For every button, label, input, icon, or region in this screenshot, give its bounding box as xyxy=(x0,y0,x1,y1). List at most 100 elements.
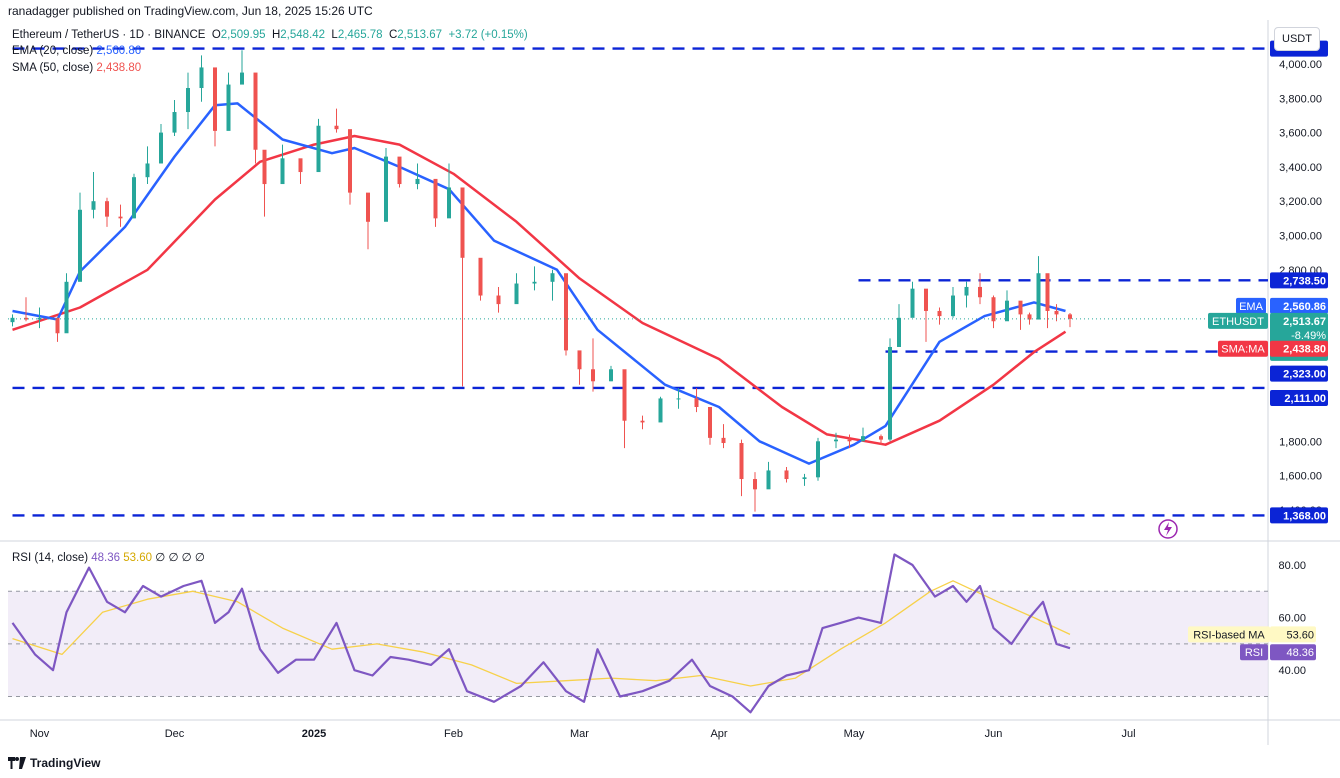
level-1368-tag-value: 1,368.00 xyxy=(1283,510,1326,522)
candle-body xyxy=(1045,273,1050,311)
price-tag-change: -8.49% xyxy=(1291,330,1326,342)
candle-body xyxy=(159,132,163,164)
candle-body xyxy=(766,470,771,490)
candle-body xyxy=(496,295,501,305)
ema-legend-label: EMA (20, close) xyxy=(12,45,94,57)
level-2111-tag-value: 2,111.00 xyxy=(1284,393,1326,405)
open-value: 2,509.95 xyxy=(220,29,266,41)
time-tick-label: Mar xyxy=(570,728,589,740)
candle-body xyxy=(784,470,789,480)
symbol-title: Ethereum / TetherUS · 1D · BINANCE xyxy=(12,29,206,41)
close-value: 2,513.67 xyxy=(397,29,443,41)
candle-body xyxy=(1068,314,1072,319)
symbol-ohlc-legend: Ethereum / TetherUS · 1D · BINANCE O2,50… xyxy=(12,29,528,41)
price-pane xyxy=(0,20,1340,540)
candle-body xyxy=(577,350,582,370)
time-tick-label: Dec xyxy=(165,728,185,740)
lightning-icon xyxy=(1158,519,1178,539)
candle-body xyxy=(622,369,627,421)
high-value: 2,548.42 xyxy=(280,29,326,41)
candle-body xyxy=(298,158,303,173)
candle-body xyxy=(118,216,123,219)
price-tick-label: 3,600.00 xyxy=(1279,128,1322,140)
candle-body xyxy=(658,398,663,423)
sma-legend-value: 2,438.80 xyxy=(96,62,142,74)
candle-body xyxy=(64,281,69,334)
candle-body xyxy=(145,163,150,178)
open-label: O xyxy=(211,29,221,41)
candle-body xyxy=(694,398,699,407)
rsi-ma-tag-box xyxy=(1270,626,1316,643)
candle-body xyxy=(1054,310,1059,315)
rsi-tick-label: 80.00 xyxy=(1278,560,1306,572)
candle-body xyxy=(640,420,645,423)
candle-body xyxy=(1027,314,1032,320)
candle-body xyxy=(186,88,190,113)
candle-body xyxy=(348,129,352,193)
candle-body xyxy=(910,288,915,318)
price-tick-label: 1,600.00 xyxy=(1279,471,1322,483)
brand-name: TradingView xyxy=(30,756,101,770)
candle-body xyxy=(10,317,15,323)
level-2111-tag-box xyxy=(1270,389,1328,406)
currency-button[interactable]: USDT xyxy=(1274,27,1320,51)
rsi-tag-value: 48.36 xyxy=(1286,647,1314,659)
candle-body xyxy=(460,187,465,258)
ema-tag-box xyxy=(1270,297,1328,314)
rsi-ma-tag-value: 53.60 xyxy=(1286,629,1314,641)
candle-body xyxy=(609,369,613,382)
sma-legend-label: SMA (50, close) xyxy=(12,62,94,74)
candle-body xyxy=(24,317,28,320)
time-tick-label: Nov xyxy=(30,728,50,740)
candle-body xyxy=(433,178,438,219)
candle-body xyxy=(721,437,726,444)
candle-body xyxy=(447,187,451,219)
sma-tag-name: SMA:MA xyxy=(1221,344,1265,356)
time-tick-label: May xyxy=(844,728,865,740)
candle-body xyxy=(316,125,321,173)
candle-body xyxy=(991,297,996,322)
sma-legend[interactable]: SMA (50, close) 2,438.80 xyxy=(12,62,141,74)
rsi-legend[interactable]: RSI (14, close) 48.36 53.60 ∅ ∅ ∅ ∅ xyxy=(12,550,205,564)
level-1368-tag-box xyxy=(1270,507,1328,524)
ema-legend-value: 2,560.86 xyxy=(96,45,142,57)
candle-body xyxy=(1036,273,1041,320)
candle-body xyxy=(105,201,109,217)
price-tick-label: 3,400.00 xyxy=(1279,162,1322,174)
low-value: 2,465.78 xyxy=(337,29,383,41)
high-label: H xyxy=(271,29,281,41)
publisher-line: ranadagger published on TradingView.com,… xyxy=(8,4,373,18)
ema-legend[interactable]: EMA (20, close) 2,560.86 xyxy=(12,45,141,57)
price-tick-label: 3,000.00 xyxy=(1279,231,1322,243)
candle-body xyxy=(951,295,955,317)
rsi-legend-label: RSI (14, close) xyxy=(12,552,89,564)
candle-body xyxy=(213,67,217,131)
candle-body xyxy=(708,407,712,438)
candle-body xyxy=(1018,300,1023,315)
candle-body xyxy=(384,156,388,222)
candle-body xyxy=(550,273,555,282)
rsi-legend-value: 48.36 xyxy=(91,552,121,564)
sma-tag-box xyxy=(1270,340,1328,357)
tradingview-logo-icon xyxy=(8,757,26,769)
time-tick-label: Jun xyxy=(985,728,1003,740)
price-tick-label: 3,200.00 xyxy=(1279,196,1322,208)
candle-body xyxy=(888,346,892,440)
candle-body xyxy=(199,67,204,89)
time-tick-label: 2025 xyxy=(302,728,326,740)
rsi-line xyxy=(11,553,1071,714)
candle-body xyxy=(37,317,42,320)
sma-tag-name-box xyxy=(1218,340,1268,357)
sma-line xyxy=(12,134,1067,446)
candle-body xyxy=(78,209,82,282)
rsi-ma-name: RSI-based MA xyxy=(1193,629,1265,641)
rsi-tag-box xyxy=(1270,644,1316,661)
price-tick-label: 1,800.00 xyxy=(1279,436,1322,448)
ema-tag-name: EMA xyxy=(1239,301,1264,313)
low-label: L xyxy=(331,29,338,41)
candle-body xyxy=(253,72,258,150)
ema-line xyxy=(12,102,1066,465)
sma-tag-value: 2,438.80 xyxy=(1283,344,1326,356)
candle-body xyxy=(366,192,370,222)
